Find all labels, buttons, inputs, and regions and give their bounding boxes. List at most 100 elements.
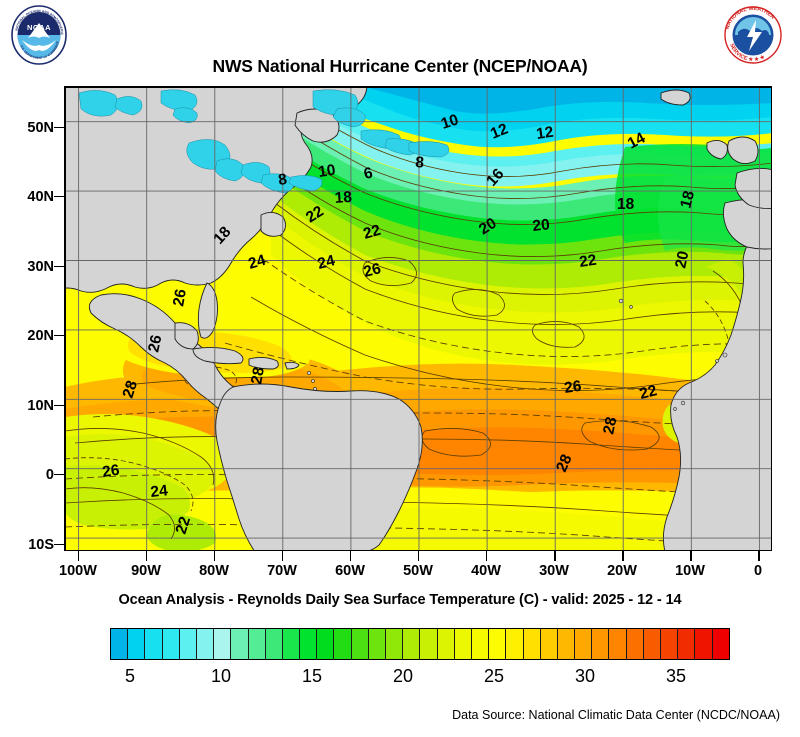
- x-tick-mark: [418, 551, 420, 561]
- x-tick-label-20W: 20W: [607, 563, 637, 579]
- svg-text:22: 22: [303, 203, 327, 227]
- svg-text:12: 12: [535, 124, 554, 143]
- colorbar-cell: [196, 629, 215, 659]
- colorbar-cell: [643, 629, 661, 659]
- x-tick-mark: [622, 551, 624, 561]
- x-tick-label-60W: 60W: [335, 563, 365, 579]
- colorbar-cell: [111, 629, 129, 659]
- y-tick-mark: [54, 474, 64, 476]
- colorbar-tick-35: 35: [665, 666, 687, 686]
- colorbar-cell: [368, 629, 386, 659]
- colorbar-cell: [386, 629, 404, 659]
- svg-text:8: 8: [277, 171, 288, 189]
- svg-text:10: 10: [439, 111, 461, 132]
- svg-text:22: 22: [578, 252, 597, 271]
- colorbar-cell: [179, 629, 197, 659]
- svg-text:28: 28: [600, 415, 620, 436]
- x-tick-mark: [758, 551, 760, 561]
- y-tick-mark: [54, 196, 64, 198]
- svg-text:18: 18: [334, 189, 353, 207]
- svg-text:18: 18: [677, 189, 698, 210]
- contour-value-labels: 10 12 12 14 8 10 6 8 16 18 18 18 18 22 2…: [101, 111, 698, 536]
- svg-text:24: 24: [246, 252, 268, 273]
- svg-text:14: 14: [625, 129, 649, 152]
- temperature-colorbar: [110, 628, 730, 660]
- sst-map-svg: 10 12 12 14 8 10 6 8 16 18 18 18 18 22 2…: [65, 87, 771, 550]
- colorbar-cell: [437, 629, 455, 659]
- x-tick-mark: [145, 551, 148, 561]
- page-title: NWS National Hurricane Center (NCEP/NOAA…: [212, 56, 588, 76]
- y-tick-mark: [54, 405, 64, 407]
- land-masses: [65, 87, 771, 550]
- svg-text:22: 22: [173, 515, 194, 537]
- svg-text:10: 10: [317, 162, 336, 181]
- colorbar-cell: [454, 629, 472, 659]
- y-tick-mark: [54, 335, 64, 337]
- colorbar-tick-15: 15: [301, 666, 323, 686]
- colorbar-tick-5: 5: [124, 666, 135, 686]
- svg-text:26: 26: [170, 287, 190, 307]
- x-tick-mark: [77, 551, 79, 561]
- noaa-logo: NOAA NATIONAL OCEANIC AND ATMOSPHERIC AD…: [7, 1, 70, 66]
- colorbar-cell: [162, 629, 180, 659]
- svg-text:28: 28: [553, 452, 576, 475]
- svg-text:20: 20: [672, 249, 692, 269]
- svg-text:24: 24: [150, 482, 169, 501]
- x-tick-label-50W: 50W: [403, 563, 433, 579]
- y-tick-label-0: 0: [45, 467, 54, 483]
- x-tick-mark: [554, 551, 556, 561]
- x-tick-label-70W: 70W: [267, 563, 297, 579]
- nws-logo: NATIONAL WEATHER SERVICE ★ ★ ★: [722, 4, 784, 66]
- colorbar-tick-30: 30: [574, 666, 596, 686]
- colorbar-cell: [265, 629, 283, 659]
- svg-text:24: 24: [316, 252, 337, 273]
- colorbar-cell: [695, 629, 713, 659]
- y-tick-mark: [54, 544, 64, 546]
- x-tick-mark: [281, 551, 284, 561]
- colorbar-cell: [317, 629, 335, 659]
- x-tick-mark: [349, 551, 352, 561]
- colorbar-tick-labels: 5 10 15 20 25 30 35: [0, 666, 800, 694]
- colorbar-cell: [248, 629, 266, 659]
- y-tick-mark: [54, 127, 64, 129]
- y-tick-label-10N: 10N: [27, 398, 54, 414]
- svg-text:20: 20: [532, 216, 551, 235]
- y-tick-label-10S: 10S: [28, 537, 54, 553]
- colorbar-cell: [471, 629, 490, 659]
- svg-text:12: 12: [488, 120, 510, 142]
- x-tick-label-10W: 10W: [675, 563, 705, 579]
- map-gridlines: [65, 87, 771, 550]
- colorbar-cell: [575, 629, 593, 659]
- sst-map-plot: 10 12 12 14 8 10 6 8 16 18 18 18 18 22 2…: [64, 86, 772, 551]
- colorbar-cell: [145, 629, 163, 659]
- colorbar-cell: [712, 629, 729, 659]
- colorbar-cell: [540, 629, 558, 659]
- x-tick-label-80W: 80W: [199, 563, 229, 579]
- y-tick-mark: [54, 266, 64, 268]
- colorbar-cell: [214, 629, 232, 659]
- svg-text:26: 26: [563, 378, 583, 397]
- svg-text:6: 6: [362, 164, 374, 182]
- x-tick-label-90W: 90W: [131, 563, 161, 579]
- colorbar-cell: [334, 629, 352, 659]
- x-tick-label-0: 0: [753, 563, 763, 579]
- colorbar-tick-20: 20: [392, 666, 414, 686]
- svg-text:22: 22: [361, 222, 382, 243]
- colorbar-cell: [128, 629, 146, 659]
- x-tick-mark: [213, 551, 216, 561]
- y-tick-label-40N: 40N: [27, 189, 54, 205]
- colorbar-cell: [489, 629, 507, 659]
- x-tick-mark: [486, 551, 488, 561]
- svg-text:26: 26: [362, 260, 383, 281]
- colorbar-cell: [609, 629, 627, 659]
- svg-text:20: 20: [476, 215, 500, 239]
- colorbar-cell: [351, 629, 369, 659]
- colorbar-cell: [661, 629, 679, 659]
- svg-text:22: 22: [638, 382, 659, 403]
- great-lakes: [78, 89, 450, 194]
- x-tick-label-40W: 40W: [471, 563, 501, 579]
- colorbar-tick-10: 10: [210, 666, 232, 686]
- colorbar-cell: [626, 629, 644, 659]
- svg-text:28: 28: [248, 365, 268, 385]
